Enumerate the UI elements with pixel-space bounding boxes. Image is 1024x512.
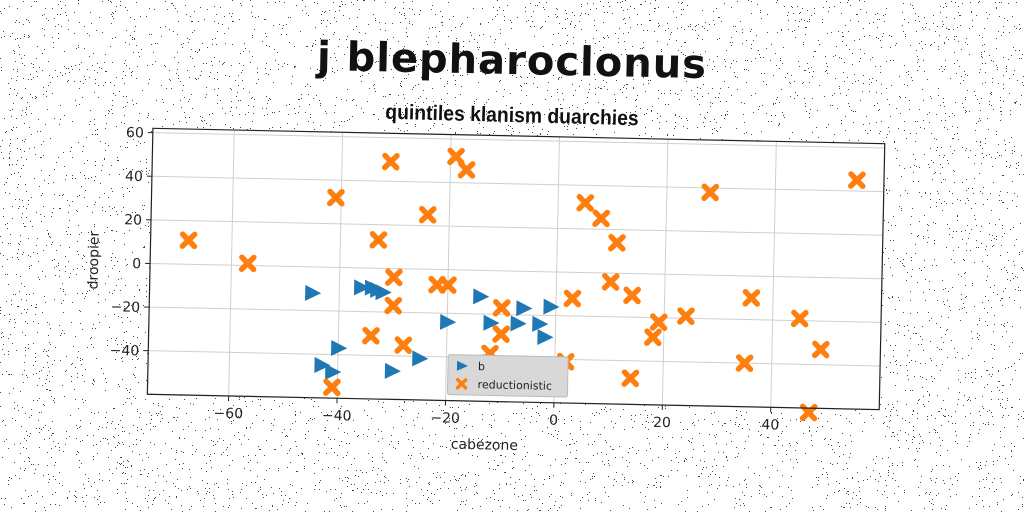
y-tick-label: 20 bbox=[124, 212, 142, 228]
x-tick-label: 0 bbox=[549, 413, 558, 429]
y-tick-label: −40 bbox=[110, 343, 140, 360]
y-tick-label: 40 bbox=[125, 169, 143, 185]
x-tick-label: −60 bbox=[213, 406, 243, 423]
legend-label-b: b bbox=[478, 360, 485, 373]
x-tick-label: 20 bbox=[653, 415, 671, 431]
legend-label-reductionistic: reductionistic bbox=[477, 378, 552, 393]
y-axis-label: droopier bbox=[86, 230, 103, 289]
legend: b reductionistic bbox=[447, 355, 568, 398]
y-tick-label: −20 bbox=[110, 299, 140, 316]
y-tick-label: 0 bbox=[132, 256, 141, 272]
y-tick-label: 60 bbox=[126, 125, 144, 141]
x-axis-label: cabezone bbox=[451, 437, 519, 454]
x-tick-label: −40 bbox=[322, 408, 352, 425]
x-tick-label: 40 bbox=[761, 417, 779, 433]
x-tick-label: −20 bbox=[430, 410, 460, 427]
plot-group: −60 −40 −20 0 20 40 −40 −20 0 20 40 60 cabezone droop… bbox=[82, 124, 885, 461]
